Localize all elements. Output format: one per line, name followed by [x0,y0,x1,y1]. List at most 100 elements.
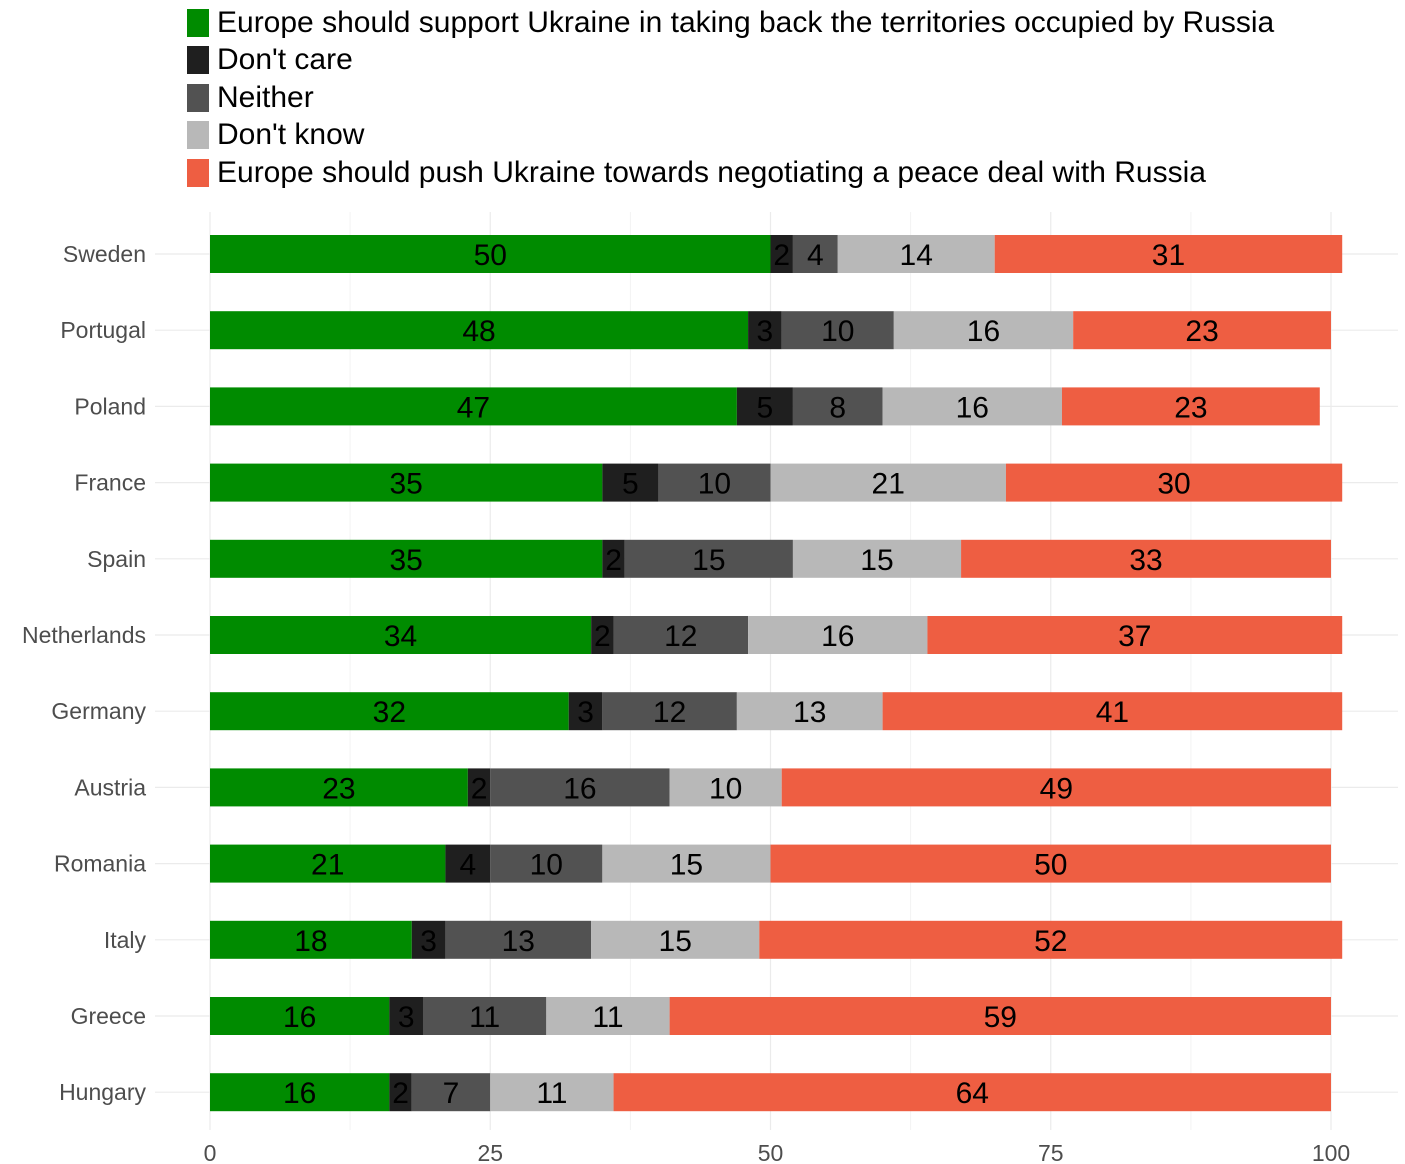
data-label: 49 [1040,772,1073,805]
data-label: 3 [577,696,594,729]
bar-segment [748,616,928,654]
bar-segment [210,616,592,654]
data-label: 11 [592,1001,623,1034]
bar-segment [210,387,737,426]
data-label: 32 [373,696,406,729]
y-tick-label: Spain [87,546,146,572]
y-tick-label: Hungary [59,1079,146,1105]
legend-swatch [187,83,209,112]
bar-segment [1061,387,1320,426]
bar-segment [658,463,771,502]
legend-label: Don't care [217,43,353,77]
bar-segment [669,768,782,807]
bar-segment [770,235,793,273]
data-label: 16 [821,620,854,653]
gridlines [155,212,1398,1130]
bar-segment [1005,463,1343,502]
data-label: 16 [563,772,596,805]
bar-segment [770,844,1331,883]
data-label: 3 [398,1001,415,1034]
bar-segment [490,844,603,883]
data-label: 48 [462,315,495,348]
data-label: 2 [605,544,622,577]
data-label: 18 [294,925,327,958]
bar-segment [389,997,423,1035]
bar-segment [467,768,491,807]
data-label: 2 [594,620,611,653]
data-label: 23 [322,772,355,805]
data-label: 64 [956,1077,989,1110]
y-tick-label: Germany [51,698,146,724]
data-label: 5 [622,468,639,501]
bar-segment [546,997,670,1035]
bar-segment [445,844,491,883]
bar-segment [748,311,782,350]
bar-segment [927,616,1343,654]
data-label: 12 [653,696,686,729]
y-tick-label: Netherlands [22,622,146,648]
bar-segment [210,1073,390,1112]
legend-label: Europe should push Ukraine towards negot… [217,155,1206,189]
data-label: 13 [502,925,535,958]
legend-swatch [187,46,209,75]
data-label: 2 [392,1077,409,1110]
bar-segment [568,692,603,731]
bar-segment [994,235,1343,273]
legend-label: Neither [217,80,314,114]
bar-segment [210,692,569,731]
bar-segment [613,616,749,654]
data-label: 15 [692,544,725,577]
bar-segment [210,997,390,1035]
data-label: 41 [1096,696,1129,729]
bar-segment [613,1073,1331,1112]
data-label: 4 [459,849,476,882]
bar-segment [210,920,412,959]
data-label: 3 [420,925,437,958]
bar-segment [882,387,1062,426]
bar-segment [445,920,592,959]
data-label: 2 [773,239,790,272]
legend-item: Don't care [187,42,1274,80]
data-label: 59 [984,1001,1017,1034]
data-label: 50 [1034,849,1067,882]
data-label: 13 [793,696,826,729]
data-label: 16 [956,391,989,424]
y-tick-label: Sweden [63,241,146,267]
bar-segment [389,1073,412,1112]
bar-segment [792,539,962,578]
data-label: 15 [670,849,703,882]
legend-swatch [187,121,209,150]
bar-segment [837,235,995,273]
data-label: 47 [457,391,490,424]
data-label: 5 [757,391,774,424]
data-label: 31 [1152,239,1185,272]
data-label: 35 [389,468,422,501]
y-tick-label: Italy [104,927,147,953]
data-label: 50 [474,239,507,272]
data-label: 3 [757,315,774,348]
bar-segment [770,463,1006,502]
bar-segment [210,311,749,350]
data-label: 21 [872,468,905,501]
data-label: 2 [471,772,488,805]
data-label: 15 [659,925,692,958]
y-tick-label: Romania [54,851,146,877]
data-label: 14 [900,239,933,272]
bar-segment [792,387,883,426]
data-label: 10 [530,849,563,882]
bar-segment [736,387,793,426]
data-label: 11 [536,1077,567,1110]
bar-segment [961,539,1331,578]
data-label: 23 [1174,391,1207,424]
bar-segment [602,692,737,731]
bar-segment [624,539,793,578]
bar-segment [781,768,1331,807]
legend-label: Don't know [217,118,365,152]
y-tick-label: Poland [74,393,146,419]
x-tick-label: 0 [204,1140,217,1164]
data-label: 10 [821,315,854,348]
bar-segment [736,692,883,731]
